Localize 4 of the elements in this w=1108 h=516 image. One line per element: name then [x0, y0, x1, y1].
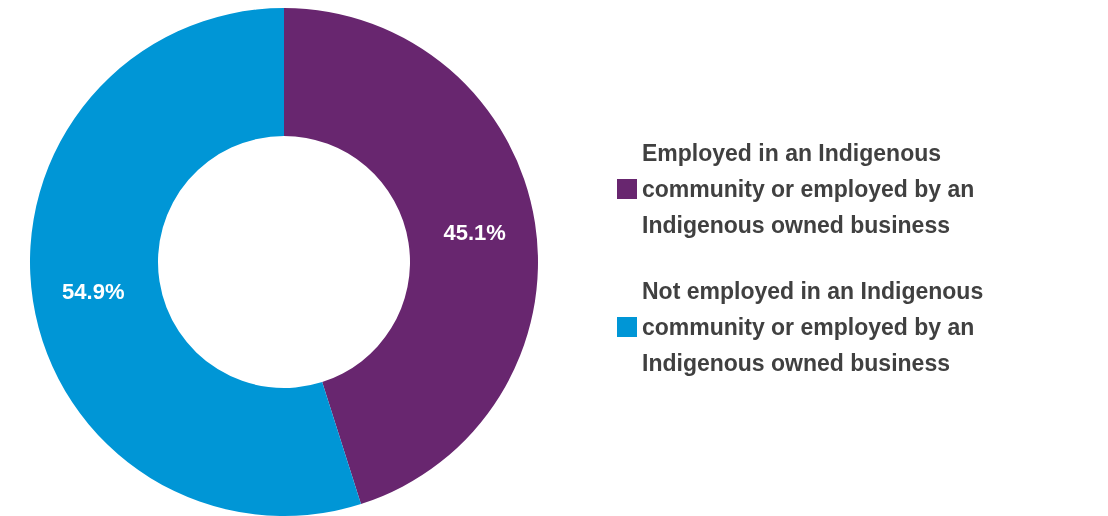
legend-label: Not employed in an Indigenous community or employed by an Indigenous owned business [642, 278, 990, 376]
data-label: 54.9% [62, 279, 125, 305]
legend-label: Employed in an Indigenous community or employed by an Indigenous owned business [642, 140, 981, 238]
data-label: 45.1% [443, 219, 506, 245]
